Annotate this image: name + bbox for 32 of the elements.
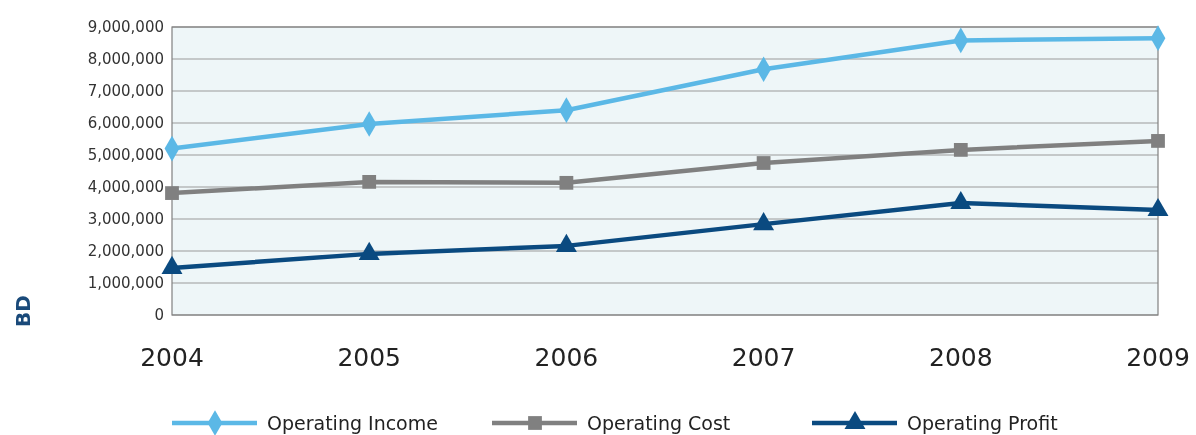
y-tick-label: 5,000,000 [87,146,164,165]
point [165,186,179,200]
point [362,174,377,189]
legend-label: Operating Cost [587,411,731,434]
point [358,241,380,260]
x-tick-label: 2004 [140,343,204,372]
legend-label: Operating Income [267,411,438,434]
y-axis-title: BD [11,295,35,327]
x-tick-label: 2006 [534,343,599,372]
point [1151,134,1165,148]
point [756,156,771,170]
y-tick-label: 0 [154,306,164,325]
x-tick-label: 2009 [1126,343,1190,372]
point [950,190,972,210]
point [559,175,574,190]
point [161,255,183,275]
legend-label: Operating Profit [907,411,1058,434]
y-tick-label: 8,000,000 [87,50,164,69]
x-tick-label: 2007 [731,343,796,372]
y-tick-label: 3,000,000 [87,210,164,229]
point [953,142,968,157]
y-tick-label: 4,000,000 [87,178,164,197]
y-tick-label: 1,000,000 [87,274,164,293]
point [555,233,577,252]
y-tick-label: 6,000,000 [87,114,164,133]
x-tick-label: 2008 [928,343,993,372]
y-tick-label: 9,000,000 [87,18,164,37]
y-tick-label: 7,000,000 [87,82,164,101]
x-tick-label: 2005 [337,343,402,372]
point [753,212,775,231]
y-tick-label: 2,000,000 [87,242,164,261]
point [1147,197,1169,217]
